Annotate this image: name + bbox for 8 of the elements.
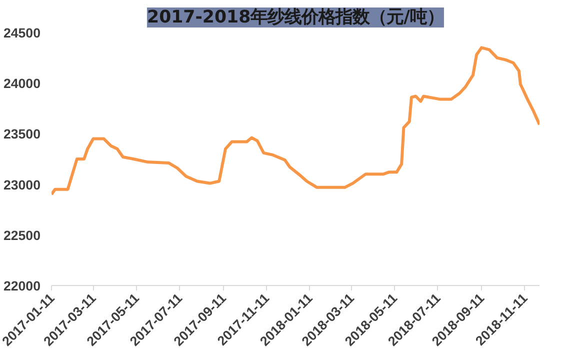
y-tick-label: 23000 <box>3 177 40 192</box>
y-tick-label: 22500 <box>3 228 40 243</box>
chart-title: 2017-2018年纱线价格指数（元/吨） <box>147 8 444 28</box>
y-tick-label: 24000 <box>3 76 40 92</box>
y-tick-label: 22000 <box>3 278 40 294</box>
y-tick-label: 23500 <box>3 126 40 142</box>
y-tick-label: 24500 <box>3 26 40 40</box>
line-series <box>52 46 540 196</box>
